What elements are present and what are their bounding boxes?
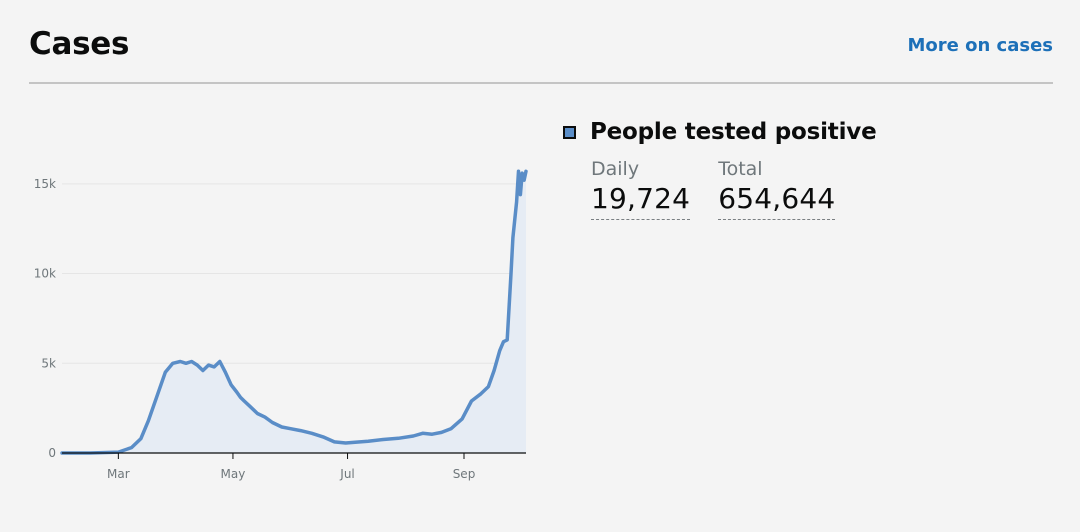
x-tick-label: Jul — [339, 467, 354, 481]
cases-chart: 0 5k 10k 15k Mar May Jul Sep — [0, 100, 560, 500]
total-value[interactable]: 654,644 — [718, 181, 836, 220]
total-label: Total — [718, 158, 763, 180]
x-tick-label: Sep — [453, 467, 476, 481]
cases-chart-svg: 0 5k 10k 15k Mar May Jul Sep — [34, 169, 528, 481]
daily-label: Daily — [591, 158, 640, 180]
series-area — [62, 171, 526, 454]
y-tick-label: 0 — [48, 446, 56, 460]
legend-swatch — [563, 125, 576, 139]
series-line — [60, 169, 528, 455]
card-title: Cases — [29, 26, 130, 62]
metric-values: Daily 19,724 Total 654,644 — [591, 157, 1043, 220]
metric-heading: People tested positive — [563, 116, 1043, 148]
y-tick-label: 10k — [34, 267, 56, 281]
x-tick-label: Mar — [107, 467, 130, 481]
y-tick-label: 15k — [34, 177, 56, 191]
daily-block: Daily 19,724 — [591, 157, 691, 220]
more-on-cases-link[interactable]: More on cases — [907, 35, 1053, 56]
total-block: Total 654,644 — [718, 157, 836, 220]
x-tick-label: May — [221, 467, 246, 481]
card-header: Cases More on cases — [29, 0, 1053, 84]
metric-name: People tested positive — [590, 119, 877, 145]
metric-panel: People tested positive Daily 19,724 Tota… — [563, 116, 1043, 220]
daily-value[interactable]: 19,724 — [591, 181, 691, 220]
y-tick-label: 5k — [41, 356, 56, 370]
